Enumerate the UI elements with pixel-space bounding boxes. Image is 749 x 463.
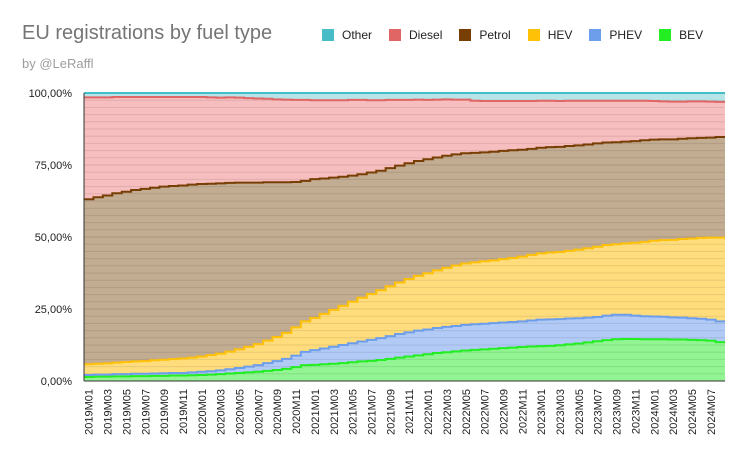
x-tick-label: 2020M03 xyxy=(216,389,228,435)
area-hev xyxy=(84,237,725,375)
x-tick-label: 2022M11 xyxy=(517,389,529,434)
x-tick-label: 2021M11 xyxy=(404,389,416,434)
x-tick-label: 2021M03 xyxy=(329,389,341,435)
x-tick-label: 2022M01 xyxy=(423,389,435,435)
legend-swatch xyxy=(459,29,472,41)
x-tick-label: 2020M09 xyxy=(272,389,284,435)
x-tick-label: 2021M09 xyxy=(385,389,397,435)
legend-swatch xyxy=(527,29,540,41)
x-tick-label: 2019M11 xyxy=(178,389,190,434)
x-tick-label: 2024M07 xyxy=(706,389,718,435)
x-tick-label: 2020M05 xyxy=(235,389,247,435)
x-tick-label: 2019M01 xyxy=(84,389,96,435)
x-tick-label: 2019M05 xyxy=(121,389,133,435)
x-tick-label: 2021M01 xyxy=(310,389,322,435)
x-tick-label: 2023M07 xyxy=(593,389,605,435)
x-tick-label: 2022M03 xyxy=(442,389,454,435)
x-tick-label: 2022M07 xyxy=(480,389,492,435)
x-tick-label: 2024M03 xyxy=(668,389,680,435)
legend-label: Other xyxy=(342,28,373,42)
line-bev xyxy=(84,337,725,378)
area-diesel xyxy=(84,97,725,200)
x-tick-label: 2023M05 xyxy=(574,389,586,435)
series-lines xyxy=(84,92,725,378)
legend-label: PHEV xyxy=(609,28,643,42)
area-bev xyxy=(84,338,725,381)
y-tick-label: 25,00% xyxy=(35,304,73,316)
legend-item-phev: PHEV xyxy=(589,28,642,42)
y-tick-label: 50,00% xyxy=(35,232,73,244)
legend-label: Petrol xyxy=(479,28,511,42)
legend-label: Diesel xyxy=(409,28,443,42)
x-tick-label: 2019M07 xyxy=(140,389,152,435)
x-tick-label: 2020M07 xyxy=(253,389,265,435)
legend-item-petrol: Petrol xyxy=(459,28,511,42)
y-tick-label: 0,00% xyxy=(41,376,72,388)
area-petrol xyxy=(84,137,725,365)
legend-swatch xyxy=(659,29,672,41)
chart-title: EU registrations by fuel type xyxy=(22,22,273,44)
line-hev xyxy=(84,236,725,366)
x-tick-label: 2019M03 xyxy=(103,389,115,435)
x-tick-label: 2020M11 xyxy=(291,389,303,434)
line-phev xyxy=(84,313,725,376)
legend-swatch xyxy=(589,29,602,41)
x-tick-label: 2023M09 xyxy=(612,389,624,435)
chart-subtitle: by @LeRaffl xyxy=(22,56,94,71)
x-tick-label: 2024M05 xyxy=(687,389,699,435)
x-tick-label: 2023M03 xyxy=(555,389,567,435)
legend-label: HEV xyxy=(547,28,573,42)
series-areas xyxy=(84,93,725,381)
x-tick-label: 2023M01 xyxy=(536,389,548,435)
x-tick-label: 2020M01 xyxy=(197,389,209,435)
x-tick-label: 2022M09 xyxy=(498,389,510,435)
x-tick-label: 2021M05 xyxy=(348,389,360,435)
chart-legend: Other Diesel Petrol HEV PHEV BEV xyxy=(322,28,720,42)
area-other xyxy=(84,93,725,102)
x-tick-label: 2019M09 xyxy=(159,389,171,435)
x-tick-label: 2023M11 xyxy=(630,389,642,434)
legend-item-bev: BEV xyxy=(659,28,703,42)
legend-item-diesel: Diesel xyxy=(389,28,442,42)
legend-item-hev: HEV xyxy=(527,28,573,42)
legend-swatch xyxy=(389,29,402,41)
line-diesel xyxy=(84,96,725,103)
area-phev xyxy=(84,314,725,377)
legend-swatch xyxy=(322,29,334,41)
y-tick-label: 75,00% xyxy=(35,160,73,172)
x-tick-label: 2022M05 xyxy=(461,389,473,435)
legend-item-other: Other xyxy=(322,28,372,42)
y-tick-label: 100,00% xyxy=(29,88,73,100)
line-petrol xyxy=(84,136,725,201)
legend-label: BEV xyxy=(679,28,704,42)
x-tick-label: 2021M07 xyxy=(367,389,379,435)
x-tick-label: 2024M01 xyxy=(649,389,661,435)
